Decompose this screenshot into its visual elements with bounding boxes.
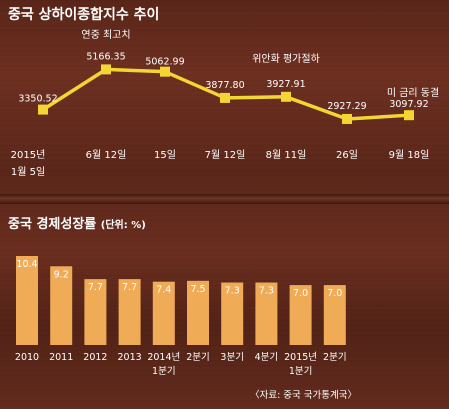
growth-value-label: 10.4	[16, 259, 37, 270]
growth-value-label: 7.3	[225, 286, 240, 297]
growth-value-label: 7.4	[156, 285, 171, 296]
line-chart-title: 중국 상하이종합지수 추이	[8, 7, 160, 23]
growth-bar	[255, 282, 278, 345]
index-point	[220, 92, 230, 103]
index-point	[160, 66, 170, 77]
growth-bar	[323, 285, 346, 345]
growth-bar	[221, 282, 244, 345]
growth-x-tick-label: 2014년	[147, 352, 180, 363]
growth-bar	[152, 281, 175, 345]
index-point	[281, 91, 291, 102]
index-point	[101, 64, 111, 75]
index-x-tick-label: 6월 12일	[86, 149, 127, 161]
growth-value-label: 7.3	[259, 286, 274, 297]
growth-value-label: 7.7	[88, 282, 103, 293]
index-value-label: 3877.80	[205, 80, 244, 91]
section-divider	[0, 194, 449, 204]
index-point	[342, 113, 352, 124]
growth-value-label: 7.0	[293, 288, 308, 299]
index-value-label: 2927.29	[327, 101, 366, 112]
growth-bar	[289, 285, 312, 345]
growth-bar	[84, 279, 107, 345]
bar-chart-title-block: 중국 경제성장률 (단위: %)	[8, 213, 146, 232]
index-x-tick-label: 7월 12일	[205, 149, 246, 161]
index-x-tick-label: 26일	[336, 149, 358, 161]
growth-x-tick-label: 2015년	[284, 352, 317, 363]
index-value-label: 3097.92	[389, 99, 428, 110]
index-x-tick-label: 2015년	[11, 149, 46, 161]
bar-chart-unit: (단위: %)	[100, 220, 146, 231]
index-annotation: 미 금리 동결	[387, 87, 439, 99]
index-point	[38, 104, 48, 115]
growth-value-label: 7.5	[190, 284, 205, 295]
index-x-tick-label: 9월 18일	[389, 149, 430, 161]
growth-bar	[16, 256, 38, 345]
growth-x-tick-label: 2011	[49, 352, 73, 363]
growth-value-label: 9.2	[54, 269, 69, 280]
growth-value-label: 7.0	[327, 288, 342, 299]
index-point	[404, 110, 414, 121]
growth-x-tick-label: 2분기	[186, 352, 210, 363]
index-value-label: 5166.35	[86, 51, 125, 62]
growth-x-tick-label: 1분기	[289, 366, 313, 377]
growth-x-tick-label: 4분기	[255, 352, 279, 363]
index-value-label: 3350.52	[18, 94, 57, 105]
growth-x-tick-label: 2012	[83, 352, 107, 363]
index-value-label: 5062.99	[145, 57, 184, 68]
index-x-tick-label: 1월 5일	[11, 166, 45, 178]
growth-x-tick-label: 1분기	[152, 366, 176, 377]
source-note: 〈자료: 중국 국가통계국〉	[250, 390, 357, 401]
bar-chart-title: 중국 경제성장률	[8, 217, 97, 232]
growth-x-tick-label: 3분기	[220, 352, 244, 363]
index-annotation: 연중 최고치	[81, 29, 130, 41]
index-x-tick-label: 15일	[154, 149, 176, 161]
growth-x-tick-label: 2분기	[323, 352, 347, 363]
index-x-tick-label: 8월 11일	[266, 149, 307, 161]
growth-x-tick-label: 2013	[118, 352, 142, 363]
growth-x-tick-label: 2010	[15, 352, 39, 363]
growth-value-label: 7.7	[122, 282, 137, 293]
growth-bar	[187, 280, 209, 345]
index-annotation: 위안화 평가절하	[252, 52, 320, 65]
growth-bar	[50, 266, 73, 345]
index-value-label: 3927.91	[266, 79, 305, 90]
growth-bar	[118, 279, 141, 345]
